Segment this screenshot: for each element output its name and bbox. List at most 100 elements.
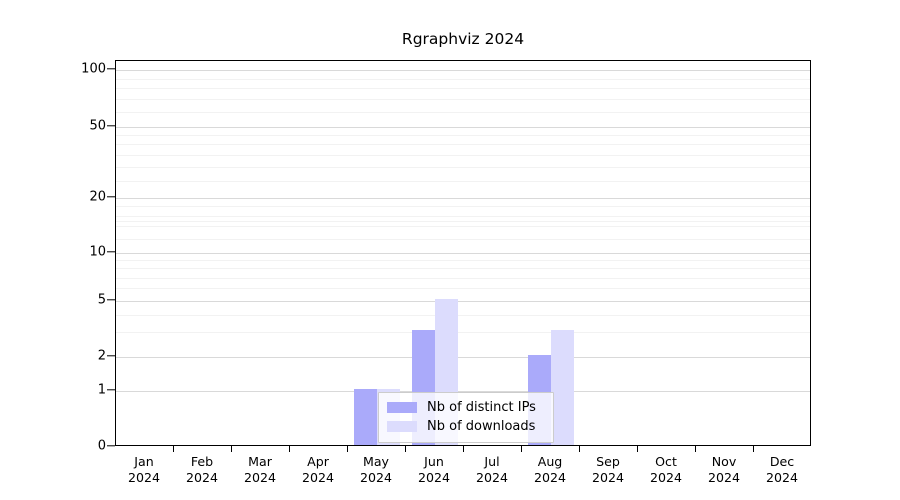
x-tick-year: 2024 <box>533 470 567 485</box>
y-axis: 0 1 2 5 10 20 50 100 <box>60 0 106 500</box>
gridline-minor <box>116 206 810 208</box>
gridline-minor <box>116 154 810 156</box>
gridline-minor <box>116 88 810 90</box>
gridline-minor <box>116 260 810 262</box>
gridline-minor <box>116 268 810 270</box>
gridline-minor <box>116 226 810 228</box>
x-tick-month: Mar <box>248 454 272 469</box>
y-tick-mark <box>107 68 115 70</box>
gridline-minor <box>116 215 810 217</box>
gridline-minor <box>116 144 810 146</box>
x-tick-mark <box>753 446 755 452</box>
x-tick-label: Jan 2024 <box>128 454 160 486</box>
y-tick-label: 10 <box>89 244 106 260</box>
gridline-minor <box>116 166 810 168</box>
x-tick-mark <box>231 446 233 452</box>
y-tick-mark <box>107 445 115 447</box>
x-tick-month: Apr <box>307 454 329 469</box>
x-tick-year: 2024 <box>243 470 277 485</box>
x-tick-mark <box>521 446 523 452</box>
gridline-minor <box>116 220 810 222</box>
y-tick-label: 50 <box>89 118 106 134</box>
x-tick-month: Jul <box>484 454 500 469</box>
y-tick-mark <box>107 196 115 198</box>
x-tick-label: Mar 2024 <box>244 454 276 486</box>
gridline-minor <box>116 180 810 182</box>
x-tick-mark <box>405 446 407 452</box>
gridline-major <box>116 198 810 199</box>
x-tick-month: Sep <box>596 454 620 469</box>
x-tick-month: Jun <box>424 454 444 469</box>
gridline-minor <box>116 288 810 290</box>
legend-swatch <box>387 402 417 413</box>
x-tick-year: 2024 <box>359 470 393 485</box>
gridline-minor <box>116 78 810 80</box>
bar-distinct-ips <box>353 389 377 445</box>
x-tick-year: 2024 <box>301 470 335 485</box>
x-tick-mark <box>347 446 349 452</box>
x-tick-year: 2024 <box>707 470 741 485</box>
legend-label: Nb of distinct IPs <box>427 400 536 415</box>
gridline-minor <box>116 277 810 279</box>
x-tick-label: Oct 2024 <box>650 454 682 486</box>
chart-title: Rgraphviz 2024 <box>401 30 525 48</box>
gridline-major <box>116 301 810 302</box>
x-tick-year: 2024 <box>649 470 683 485</box>
legend-swatch <box>387 421 417 432</box>
y-tick-label: 100 <box>81 61 106 77</box>
x-tick-label: Aug 2024 <box>534 454 566 486</box>
legend-item: Nb of downloads <box>387 417 545 436</box>
gridline-major <box>116 70 810 71</box>
y-tick-label: 20 <box>89 189 106 205</box>
legend-label: Nb of downloads <box>427 419 536 434</box>
x-tick-year: 2024 <box>475 470 509 485</box>
legend-item: Nb of distinct IPs <box>387 398 545 417</box>
x-tick-label: Jun 2024 <box>418 454 450 486</box>
gridline-minor <box>116 99 810 101</box>
gridline-major <box>116 253 810 254</box>
gridline-major <box>116 357 810 358</box>
x-tick-mark <box>579 446 581 452</box>
gridline-minor <box>116 238 810 240</box>
x-tick-month: Feb <box>190 454 214 469</box>
x-tick-year: 2024 <box>591 470 625 485</box>
gridline-minor <box>116 314 810 316</box>
gridline-minor <box>116 332 810 334</box>
x-tick-mark <box>695 446 697 452</box>
x-tick-label: May 2024 <box>360 454 392 486</box>
y-tick-mark <box>107 251 115 253</box>
x-tick-label: Sep 2024 <box>592 454 624 486</box>
bar-downloads <box>551 330 575 445</box>
plot-area <box>115 60 811 446</box>
x-tick-label: Apr 2024 <box>302 454 334 486</box>
y-tick-mark <box>107 299 115 301</box>
x-tick-year: 2024 <box>127 470 161 485</box>
y-tick-label: 5 <box>97 292 106 308</box>
gridline-minor <box>116 135 810 137</box>
x-tick-mark <box>173 446 175 452</box>
y-tick-label: 1 <box>97 382 106 398</box>
x-tick-month: Oct <box>655 454 677 469</box>
x-tick-month: Nov <box>711 454 737 469</box>
gridline-major <box>116 391 810 392</box>
x-tick-mark <box>289 446 291 452</box>
gridline-minor <box>116 112 810 113</box>
x-tick-mark <box>463 446 465 452</box>
x-tick-month: Dec <box>769 454 795 469</box>
x-tick-year: 2024 <box>185 470 219 485</box>
gridline-major <box>116 127 810 128</box>
x-tick-year: 2024 <box>417 470 451 485</box>
y-tick-label: 2 <box>97 348 106 364</box>
x-tick-month: Aug <box>537 454 563 469</box>
chart-legend: Nb of distinct IPs Nb of downloads <box>378 392 554 443</box>
x-tick-month: May <box>362 454 390 469</box>
y-tick-mark <box>107 355 115 357</box>
x-tick-label: Nov 2024 <box>708 454 740 486</box>
y-tick-mark <box>107 389 115 391</box>
x-tick-label: Dec 2024 <box>766 454 798 486</box>
y-tick-mark <box>107 125 115 127</box>
x-tick-month: Jan <box>134 454 154 469</box>
x-tick-label: Feb 2024 <box>186 454 218 486</box>
x-tick-label: Jul 2024 <box>476 454 508 486</box>
